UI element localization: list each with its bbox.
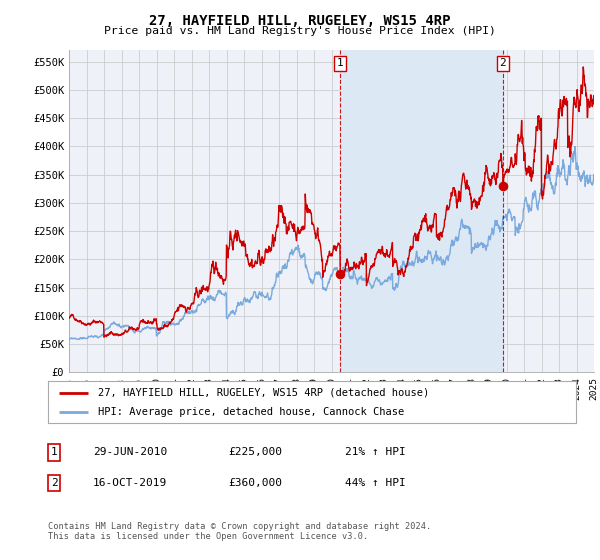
Text: 27, HAYFIELD HILL, RUGELEY, WS15 4RP (detached house): 27, HAYFIELD HILL, RUGELEY, WS15 4RP (de… (98, 388, 430, 398)
Text: 16-OCT-2019: 16-OCT-2019 (93, 478, 167, 488)
Text: 21% ↑ HPI: 21% ↑ HPI (345, 447, 406, 458)
Text: 27, HAYFIELD HILL, RUGELEY, WS15 4RP: 27, HAYFIELD HILL, RUGELEY, WS15 4RP (149, 14, 451, 28)
Text: Contains HM Land Registry data © Crown copyright and database right 2024.
This d: Contains HM Land Registry data © Crown c… (48, 522, 431, 542)
Point (335, 270, 345, 279)
Text: 44% ↑ HPI: 44% ↑ HPI (345, 478, 406, 488)
Text: £225,000: £225,000 (228, 447, 282, 458)
Point (498, 181, 508, 190)
Text: 29-JUN-2010: 29-JUN-2010 (93, 447, 167, 458)
Text: HPI: Average price, detached house, Cannock Chase: HPI: Average price, detached house, Cann… (98, 407, 404, 417)
Text: Price paid vs. HM Land Registry's House Price Index (HPI): Price paid vs. HM Land Registry's House … (104, 26, 496, 36)
Text: £360,000: £360,000 (228, 478, 282, 488)
Text: 2: 2 (500, 58, 506, 68)
Text: 1: 1 (337, 58, 344, 68)
Bar (340, 50, 503, 372)
Text: 1: 1 (50, 447, 58, 458)
Text: 2: 2 (50, 478, 58, 488)
